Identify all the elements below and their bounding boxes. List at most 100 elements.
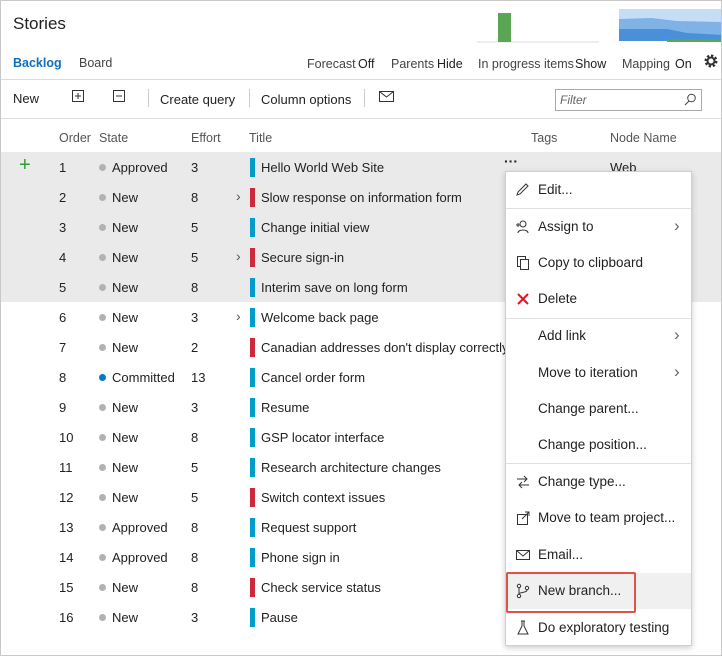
title[interactable]: Resume (261, 400, 310, 415)
state: New (112, 580, 139, 595)
order: 7 (59, 340, 67, 355)
effort: 3 (191, 160, 199, 175)
title[interactable]: Switch context issues (261, 490, 386, 505)
work-item-color (250, 278, 255, 297)
backlog-row[interactable]: 12 New 5 Switch context issues (1, 482, 721, 512)
title[interactable]: Welcome back page (261, 310, 379, 325)
email-button[interactable] (379, 91, 395, 103)
menu-item-label: Add link (538, 328, 587, 344)
menu-item[interactable]: Move to iteration › (506, 355, 691, 391)
effort: 8 (191, 430, 199, 445)
title[interactable]: Cancel order form (261, 370, 366, 385)
backlog-row[interactable]: 8 Committed 13 Cancel order form (1, 362, 721, 392)
order: 6 (59, 310, 67, 325)
expander[interactable]: › (236, 188, 241, 204)
setting-label[interactable]: Mapping (622, 57, 670, 71)
setting-value[interactable]: On (675, 57, 692, 71)
settings-gear[interactable] (703, 53, 719, 69)
ellipsis-button[interactable]: ··· (504, 153, 518, 169)
order: 1 (59, 160, 67, 175)
column-header[interactable]: Order (59, 131, 91, 145)
menu-item[interactable]: Email... (506, 537, 691, 573)
effort: 5 (191, 460, 199, 475)
work-item-color (250, 488, 255, 507)
title[interactable]: Phone sign in (261, 550, 340, 565)
effort: 3 (191, 310, 199, 325)
order: 10 (59, 430, 74, 445)
work-item-color (250, 218, 255, 237)
state: New (112, 190, 139, 205)
expander[interactable]: › (236, 248, 241, 264)
menu-icon (516, 220, 529, 233)
title[interactable]: Check service status (261, 580, 381, 595)
menu-icon (517, 511, 530, 526)
menu-icon (517, 475, 529, 489)
backlog-row[interactable]: 10 New 8 GSP locator interface (1, 422, 721, 452)
menu-item[interactable]: Do exploratory testing (506, 610, 691, 646)
filter-box[interactable]: Filter (555, 89, 702, 111)
expander[interactable]: › (236, 308, 241, 324)
add-child-icon[interactable]: + (19, 154, 31, 176)
title[interactable]: Secure sign-in (261, 250, 345, 265)
backlog-row[interactable]: +1 Approved 3 Hello World Web Site Web ··· (1, 152, 721, 182)
tab[interactable]: Board (79, 56, 113, 70)
menu-item[interactable]: Delete (506, 281, 691, 317)
backlog-row[interactable]: 16 New 3 Pause (1, 602, 721, 632)
title[interactable]: Pause (261, 610, 298, 625)
menu-item[interactable]: Change type... (506, 464, 691, 500)
state-dot (99, 434, 106, 441)
setting-label[interactable]: Forecast (307, 57, 356, 71)
column-header[interactable]: Effort (191, 131, 221, 145)
state: New (112, 400, 139, 415)
order: 16 (59, 610, 74, 625)
state: New (112, 250, 139, 265)
menu-item[interactable]: Copy to clipboard (506, 245, 691, 281)
expand-collapse-buttons[interactable] (72, 90, 132, 104)
order: 2 (59, 190, 67, 205)
backlog-row[interactable]: 9 New 3 Resume (1, 392, 721, 422)
title[interactable]: Interim save on long form (261, 280, 408, 295)
menu-item[interactable]: New branch... (506, 573, 691, 610)
tab[interactable]: Backlog (13, 56, 62, 70)
effort: 8 (191, 580, 199, 595)
backlog-row[interactable]: 13 Approved 8 Request support (1, 512, 721, 542)
title[interactable]: Research architecture changes (261, 460, 441, 475)
column-header[interactable]: Title (249, 131, 273, 145)
setting-value[interactable]: Off (358, 57, 375, 71)
backlog-row[interactable]: 15 New 8 Check service status (1, 572, 721, 602)
menu-item[interactable]: Edit... (506, 172, 691, 208)
setting-value[interactable]: Hide (437, 57, 463, 71)
menu-item[interactable]: Change position... (506, 427, 691, 463)
state: New (112, 340, 139, 355)
menu-item[interactable]: Move to team project... (506, 500, 691, 536)
title[interactable]: Canadian addresses don't display correct… (261, 340, 509, 355)
new-button[interactable]: New (13, 91, 40, 106)
setting-value[interactable]: Show (575, 57, 607, 71)
backlog-row[interactable]: 7 New 2 Canadian addresses don't display co… (1, 332, 721, 362)
order: 3 (59, 220, 67, 235)
title[interactable]: Change initial view (261, 220, 370, 235)
state-dot (99, 374, 106, 381)
setting-label[interactable]: Parents (391, 57, 435, 71)
state-dot (99, 314, 106, 321)
state-dot (99, 494, 106, 501)
column-header[interactable]: Tags (531, 131, 558, 145)
title[interactable]: Request support (261, 520, 357, 535)
column-options-button[interactable]: Column options (261, 92, 352, 107)
title[interactable]: Hello World Web Site (261, 160, 385, 175)
backlog-row[interactable]: 6 New 3 › Welcome back page (1, 302, 721, 332)
state-dot (99, 554, 106, 561)
menu-item[interactable]: Change parent... (506, 391, 691, 427)
menu-item-label: Move to team project... (538, 510, 676, 526)
work-item-color (250, 398, 255, 417)
menu-item[interactable]: Add link › (506, 318, 691, 354)
title[interactable]: GSP locator interface (261, 430, 385, 445)
column-header[interactable]: State (99, 131, 129, 145)
menu-item[interactable]: Assign to › (506, 209, 691, 245)
column-header[interactable]: Node Name (610, 131, 677, 145)
backlog-row[interactable]: 14 Approved 8 Phone sign in (1, 542, 721, 572)
setting-label[interactable]: In progress items (478, 57, 574, 71)
create-query-button[interactable]: Create query (160, 92, 236, 107)
title[interactable]: Slow response on information form (261, 190, 462, 205)
backlog-row[interactable]: 11 New 5 Research architecture changes (1, 452, 721, 482)
